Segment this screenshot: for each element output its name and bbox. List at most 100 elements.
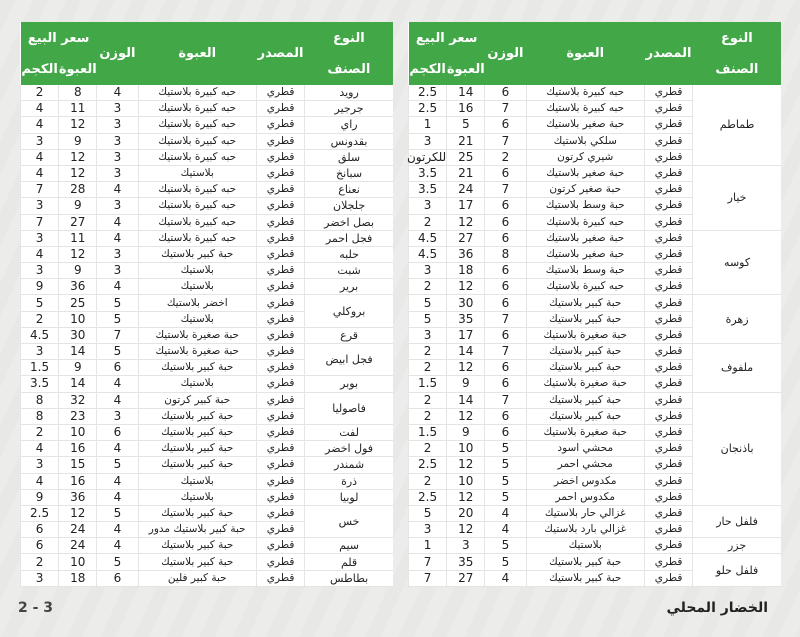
- cell-source: قطري: [255, 359, 305, 377]
- cell-kg-price: 2: [19, 553, 59, 571]
- cell-kg-price: 1.5: [19, 359, 59, 377]
- table-row: بطاطس قطري حبة كبير فلين 6 18 3: [19, 570, 393, 587]
- cell-kg-price: 3: [407, 133, 447, 150]
- cell-package: شيري كرتون: [525, 149, 645, 166]
- table-row: قطري حبه كبيرة بلاستيك 6 12 2: [407, 278, 782, 296]
- cell-package: سلكي بلاستيك: [525, 133, 645, 150]
- table-row: قطري حبة صغير كرتون 7 24 3.5: [407, 181, 782, 199]
- header-price: سعر البيع: [408, 22, 485, 54]
- cell-package: بلاستيك: [137, 473, 257, 490]
- cell-source: قطري: [255, 197, 305, 215]
- cell-package: محشي اسود: [525, 440, 645, 458]
- table-row: قطري شيري كرتون 2 25 للكرتون: [407, 149, 782, 166]
- cell-source: قطري: [255, 149, 305, 166]
- cell-weight: 5: [484, 473, 526, 490]
- cell-weight: 4: [96, 537, 138, 555]
- cell-box-price: 16: [58, 440, 97, 458]
- table-row: قطري حبه كبيرة بلاستيك 6 12 2: [407, 214, 782, 231]
- table-row: ملفوف قطري حبة كبير بلاستيك 7 14 2: [407, 343, 781, 393]
- cell-package: حبة صغير بلاستيك: [525, 230, 645, 247]
- cell-source: قطري: [255, 278, 305, 296]
- cell-source: قطري: [643, 197, 693, 215]
- cell-package: غزالي بارد بلاستيك: [525, 521, 645, 539]
- table-row: قطري حبة كبير بلاستيك مدور 4 24 6: [19, 521, 394, 539]
- cell-weight: 4: [96, 278, 138, 296]
- cell-box-price: 10: [446, 473, 485, 490]
- cell-package: بلاستيك: [137, 262, 257, 280]
- table-row: قطري سلكي بلاستيك 7 21 3: [407, 133, 782, 150]
- table-row: سيم قطري حبة كبير بلاستيك 4 24 6: [19, 537, 393, 555]
- cell-box-price: 12: [58, 149, 97, 166]
- cell-package: حبه كبيرة بلاستيك: [137, 181, 257, 199]
- cell-source: قطري: [643, 553, 693, 571]
- table-row: قطري حبة صغيرة بلاستيك 6 9 1.5: [407, 424, 782, 442]
- table-row: قطري حبة كبير بلاستيك 4 27 7: [407, 570, 782, 587]
- table-row: سلق قطري حبه كبيرة بلاستيك 3 12 4: [19, 149, 393, 166]
- cell-type: فلفل حلو: [692, 553, 781, 587]
- cell-type: رويد: [304, 85, 393, 102]
- cell-box-price: 12: [446, 214, 485, 231]
- cell-type: ملفوف: [692, 343, 781, 393]
- cell-type: بقدونس: [304, 133, 393, 150]
- cell-kg-price: 3: [19, 343, 59, 361]
- table-row: ذرة قطري بلاستيك 4 16 4: [19, 473, 393, 490]
- cell-kg-price: 5: [407, 311, 447, 328]
- cell-box-price: 20: [446, 505, 485, 523]
- cell-source: قطري: [643, 181, 693, 199]
- cell-kg-price: 1.5: [407, 375, 447, 393]
- cell-kg-price: 3: [19, 133, 59, 150]
- cell-source: قطري: [643, 214, 693, 231]
- cell-weight: 4: [96, 181, 138, 199]
- table-row: جزر قطري بلاستيك 5 3 1: [407, 537, 781, 555]
- cell-kg-price: 3: [19, 197, 59, 215]
- cell-box-price: 12: [58, 505, 97, 523]
- cell-box-price: 28: [58, 181, 97, 199]
- cell-type: سيم: [304, 537, 393, 555]
- cell-weight: 4: [96, 489, 138, 506]
- cell-type: نعناع: [304, 181, 393, 199]
- cell-package: حبة كبير بلاستيك: [137, 456, 257, 474]
- cell-box-price: 9: [58, 197, 97, 215]
- cell-weight: 6: [484, 116, 526, 134]
- header-price-box: العبوة: [446, 54, 485, 85]
- header-price-kg: الكجم: [408, 54, 447, 85]
- cell-weight: 5: [96, 553, 138, 571]
- cell-weight: 6: [484, 294, 526, 312]
- cell-weight: 6: [484, 230, 526, 247]
- cell-type: سلق: [304, 149, 393, 166]
- cell-kg-price: 2: [407, 440, 447, 458]
- cell-source: قطري: [255, 440, 305, 458]
- cell-box-price: 12: [446, 521, 485, 539]
- cell-type: سبانخ: [304, 165, 393, 183]
- cell-package: حبة صغيرة بلاستيك: [525, 375, 645, 393]
- cell-box-price: 18: [58, 570, 97, 587]
- cell-box-price: 17: [446, 327, 485, 345]
- cell-weight: 4: [484, 570, 526, 587]
- cell-weight: 3: [96, 100, 138, 118]
- header-category: الصنف: [692, 54, 781, 85]
- cell-weight: 6: [484, 375, 526, 393]
- cell-box-price: 10: [58, 553, 97, 571]
- cell-box-price: 27: [446, 230, 485, 247]
- cell-package: حبة كبير بلاستيك: [525, 570, 645, 587]
- cell-source: قطري: [255, 85, 305, 102]
- cell-weight: 4: [484, 505, 526, 523]
- cell-box-price: 10: [58, 311, 97, 328]
- table-row: فلفل حلو قطري حبة كبير بلاستيك 5 35 7: [407, 553, 781, 587]
- cell-box-price: 36: [58, 489, 97, 506]
- cell-box-price: 11: [58, 100, 97, 118]
- cell-kg-price: 2.5: [407, 85, 447, 102]
- cell-weight: 3: [96, 246, 138, 264]
- cell-package: حبه كبيرة بلاستيك: [525, 100, 645, 118]
- table-row: بوبر قطري بلاستيك 4 14 3.5: [19, 375, 393, 393]
- table-row: خيار قطري حبة صغير بلاستيك 6 21 3.5: [407, 165, 781, 231]
- cell-source: قطري: [643, 230, 693, 247]
- table-row: قطري حبة وسط بلاستيك 6 18 3: [407, 262, 782, 280]
- table-row: باذنجان قطري حبة كبير بلاستيك 7 14 2: [407, 392, 781, 506]
- table-row: قطري غزالي بارد بلاستيك 4 12 3: [407, 521, 782, 539]
- cell-source: قطري: [643, 246, 693, 264]
- cell-kg-price: 8: [19, 392, 59, 409]
- cell-package: حبة كبير بلاستيك: [137, 505, 257, 523]
- cell-weight: 4: [96, 473, 138, 490]
- cell-kg-price: 3.5: [407, 181, 447, 199]
